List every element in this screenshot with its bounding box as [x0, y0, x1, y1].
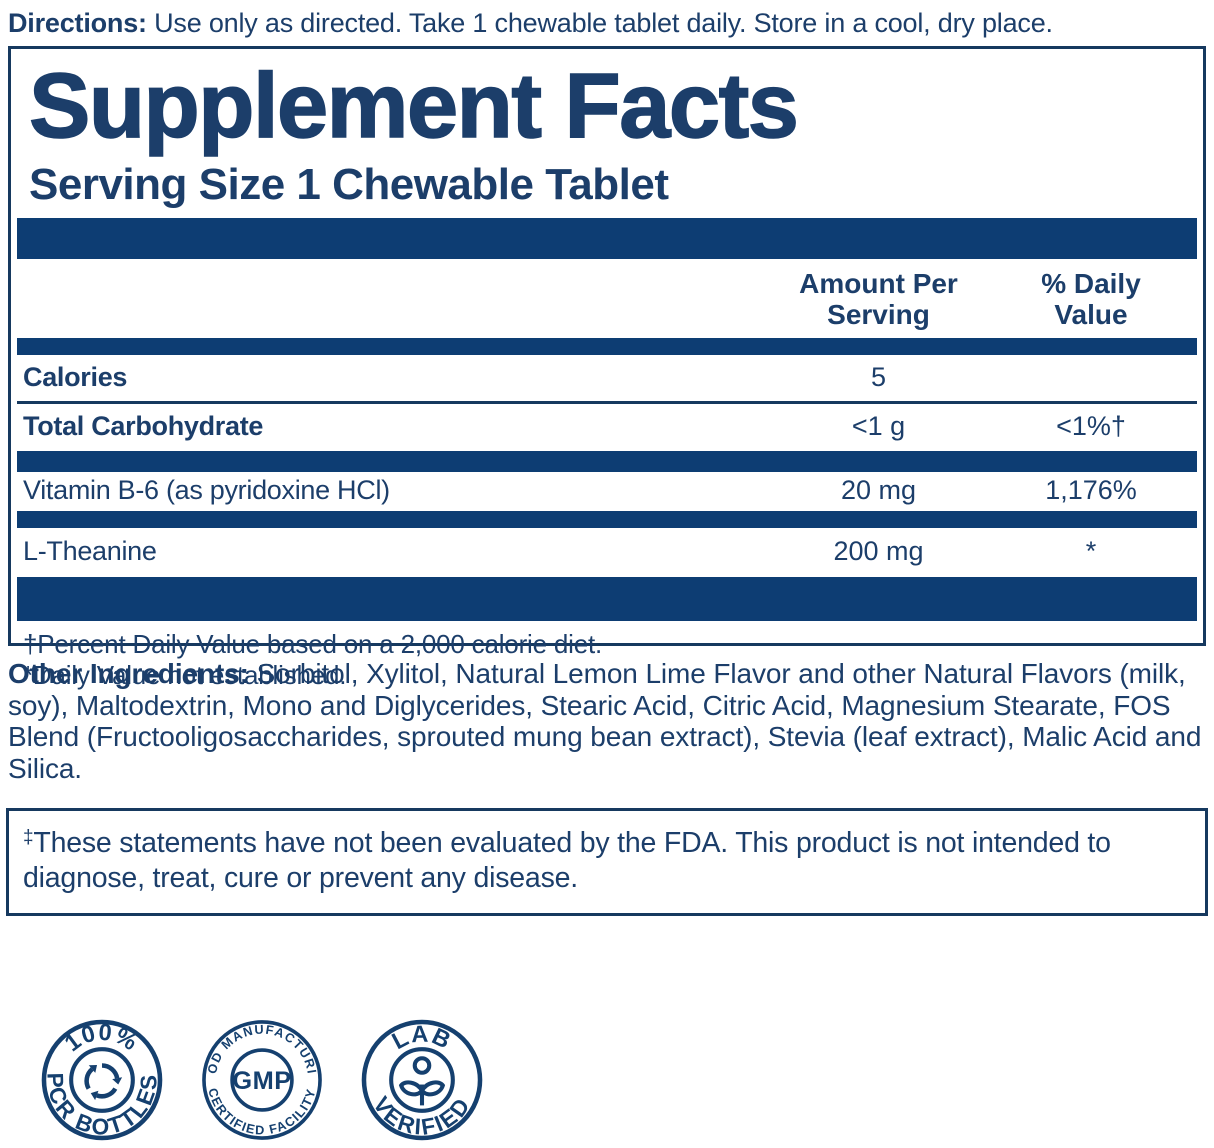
footnote-daily-value: †Percent Daily Value based on a 2,000 ca…: [23, 629, 603, 660]
table-header-row: Amount Per Serving % Daily Value: [17, 259, 1197, 338]
nutrient-name: Vitamin B-6 (as pyridoxine HCl): [23, 475, 390, 506]
disclaimer-text: These statements have not been evaluated…: [23, 827, 1111, 894]
nutrient-amount: 200 mg: [833, 536, 924, 567]
badge-inner-ring: [230, 1048, 294, 1112]
badge-inner-ring: [389, 1047, 455, 1113]
nutrient-name: Calories: [23, 362, 128, 393]
svg-text:PCR BOTTLES: PCR BOTTLES: [42, 1072, 161, 1139]
nutrient-name: L-Theanine: [23, 536, 157, 567]
separator-bar: [17, 451, 1197, 473]
nutrient-name: Total Carbohydrate: [23, 411, 264, 442]
table-row: Calories 5: [17, 355, 1197, 401]
footnotes: †Percent Daily Value based on a 2,000 ca…: [17, 621, 1197, 691]
separator-bar: [17, 511, 1197, 529]
header-amount-per-serving: Amount Per Serving: [799, 268, 958, 331]
serving-size: Serving Size 1 Chewable Tablet: [29, 160, 669, 210]
row-divider: [17, 401, 1197, 405]
certification-badges: 100% PCR BOTTLES GOOD MANUFACTURING CERT…: [6, 1012, 1208, 1148]
nutrient-amount: <1 g: [851, 411, 906, 442]
nutrient-amount: 20 mg: [840, 475, 917, 506]
other-ingredients-label: Other Ingredients:: [8, 658, 249, 689]
gmp-label: GMP: [232, 1067, 291, 1095]
directions-label: Directions:: [8, 8, 147, 38]
header-percent-daily-value: % Daily Value: [1041, 268, 1141, 331]
directions-text: Use only as directed. Take 1 chewable ta…: [146, 8, 1053, 38]
panel-title: Supplement Facts: [28, 55, 799, 157]
directions-line: Directions: Use only as directed. Take 1…: [6, 4, 1208, 46]
badge-bottom-text: PCR BOTTLES: [42, 1072, 159, 1139]
badge-inner-ring: [69, 1047, 135, 1113]
fda-disclaimer-box: ‡These statements have not been evaluate…: [6, 808, 1208, 916]
footnote-not-established: *Daily Value not established.: [23, 660, 347, 691]
separator-bar-thick: [17, 577, 1197, 622]
table-row: Total Carbohydrate <1 g <1%†: [17, 404, 1197, 451]
supplement-facts-panel: Supplement Facts Serving Size 1 Chewable…: [8, 46, 1206, 690]
table-row: L-Theanine 200 mg *: [17, 528, 1197, 577]
separator-bar-thick: [17, 218, 1197, 260]
other-ingredients-text: Sorbitol, Xylitol, Natural Lemon Lime Fl…: [8, 658, 1202, 784]
plant-icon: [398, 1056, 446, 1106]
nutrient-dv: <1%†: [1056, 411, 1126, 442]
nutrient-amount: 5: [870, 362, 887, 393]
other-ingredients: Other Ingredients: Sorbitol, Xylitol, Na…: [6, 658, 1208, 784]
separator-bar: [17, 338, 1197, 356]
recycle-icon: [87, 1064, 124, 1102]
nutrient-dv: *: [1085, 536, 1097, 567]
table-row: Vitamin B-6 (as pyridoxine HCl) 20 mg 1,…: [17, 472, 1197, 511]
nutrient-dv: 1,176%: [1045, 475, 1137, 506]
disclaimer-dagger: ‡: [23, 827, 34, 848]
